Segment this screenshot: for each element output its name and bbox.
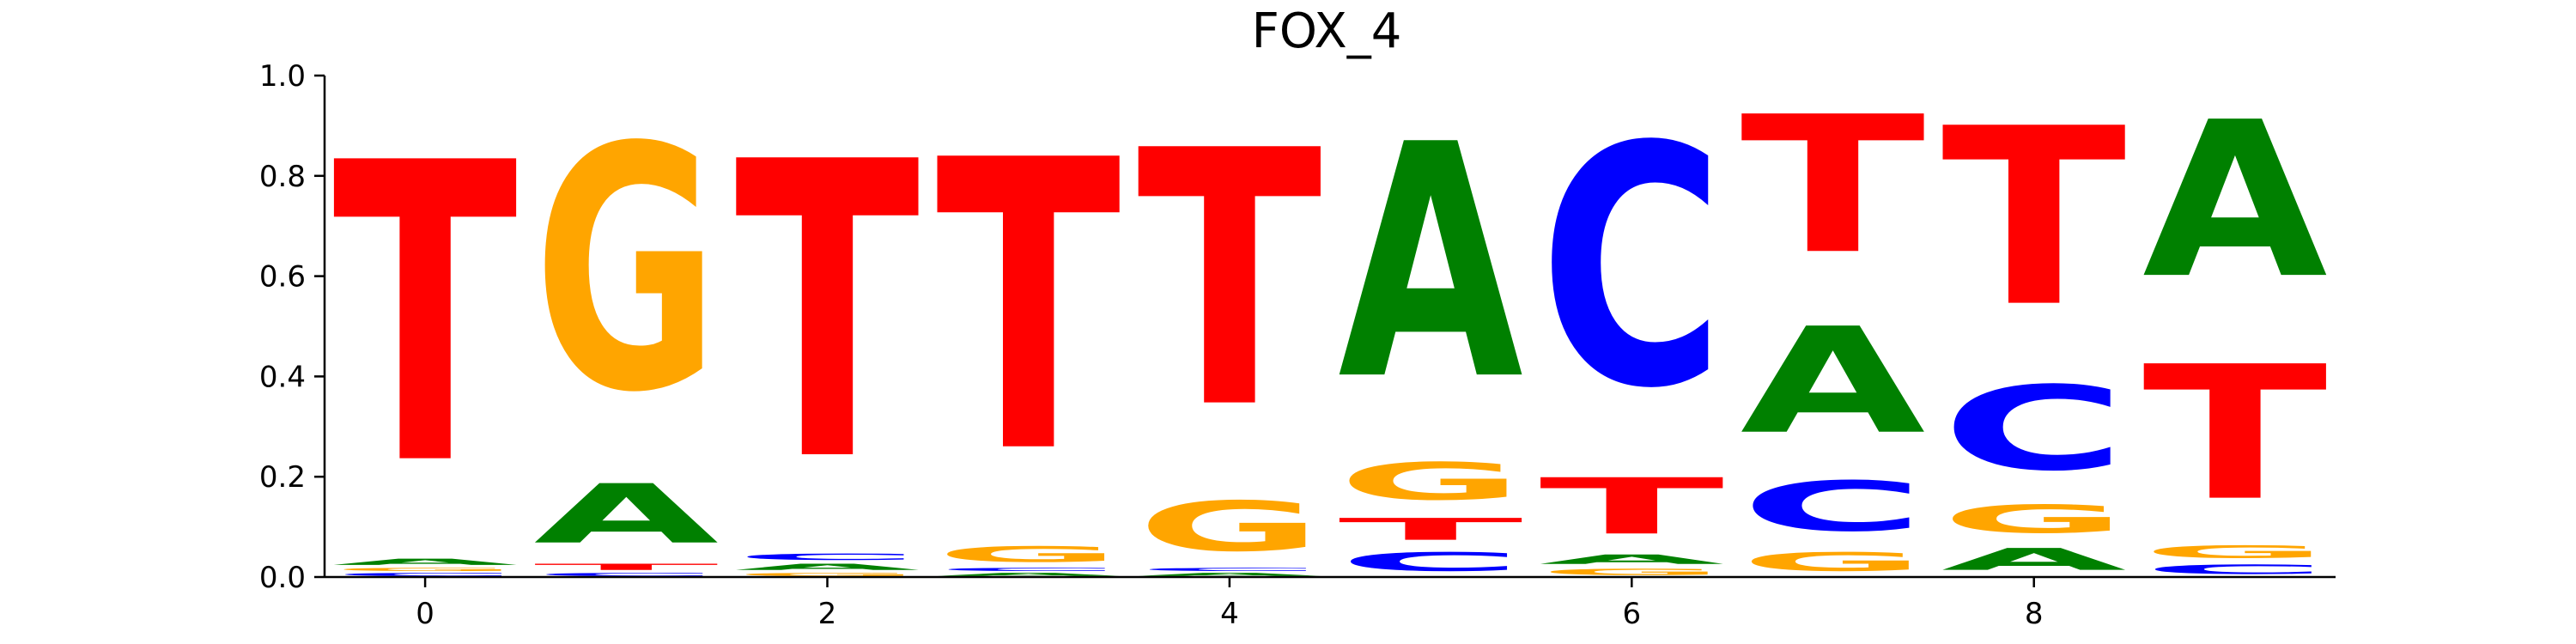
y-tick-label: 0.6 bbox=[259, 260, 306, 295]
logo-letter-G-pos-4: G bbox=[1137, 487, 1321, 567]
logo-letter-C-pos-5: C bbox=[1338, 547, 1522, 577]
logo-letter-C-pos-1: C bbox=[534, 572, 719, 577]
logo-letter-T-pos-8: T bbox=[1941, 76, 2128, 361]
logo-letter-A-pos-9: A bbox=[2142, 77, 2329, 326]
logo-letter-A-pos-6: A bbox=[1540, 552, 1724, 567]
logo-letter-A-pos-7: A bbox=[1741, 297, 1925, 466]
logo-letter-C-pos-6: C bbox=[1540, 76, 1724, 460]
logo-letter-G-pos-5: G bbox=[1338, 452, 1522, 512]
x-ticks: 0 2 4 6 8 bbox=[416, 577, 2044, 631]
y-tick-label: 0.4 bbox=[259, 360, 306, 394]
logo-letter-A-pos-8: A bbox=[1941, 542, 2126, 577]
logo-letter-T-pos-7: T bbox=[1741, 77, 1927, 296]
x-tick-label: 4 bbox=[1220, 597, 1239, 631]
axes bbox=[323, 76, 2336, 579]
x-tick-label: 8 bbox=[2025, 597, 2044, 631]
logo-letter-C-pos-0: C bbox=[332, 572, 517, 577]
logo-letter-A-pos-0: A bbox=[332, 557, 517, 568]
logo-letter-G-pos-2: G bbox=[735, 572, 920, 577]
logo-letter-A-pos-4: A bbox=[1137, 572, 1321, 577]
logo-letter-T-pos-3: T bbox=[936, 76, 1122, 540]
logo-letter-T-pos-9: T bbox=[2142, 326, 2329, 541]
logo-letter-A-pos-5: A bbox=[1338, 76, 1524, 451]
logo-letter-T-pos-2: T bbox=[735, 77, 921, 551]
logo-letter-A-pos-2: A bbox=[735, 562, 920, 573]
chart-title: FOX_4 bbox=[1252, 3, 1402, 59]
logo-letter-C-pos-8: C bbox=[1941, 361, 2126, 496]
x-tick-label: 0 bbox=[416, 597, 434, 631]
logo-letter-C-pos-2: C bbox=[735, 552, 920, 562]
logo-letter-C-pos-4: C bbox=[1137, 567, 1321, 572]
logo-letter-G-pos-8: G bbox=[1941, 497, 2126, 542]
logo-letter-A-pos-1: A bbox=[534, 467, 719, 562]
logo-letter-G-pos-7: G bbox=[1741, 547, 1925, 577]
y-ticks: 0.0 0.2 0.4 0.6 0.8 1.0 bbox=[259, 59, 325, 595]
y-tick-label: 0.2 bbox=[259, 460, 306, 495]
logo-letter-C-pos-7: C bbox=[1741, 467, 1925, 547]
logo-letter-G-pos-6: G bbox=[1540, 567, 1724, 577]
logo-letter-T-pos-5: T bbox=[1338, 512, 1522, 547]
logo-letter-T-pos-6: T bbox=[1540, 462, 1724, 552]
x-tick-label: 6 bbox=[1622, 597, 1641, 631]
logo-letter-T-pos-0: T bbox=[332, 76, 519, 556]
logo-letter-C-pos-9: C bbox=[2142, 562, 2327, 577]
y-tick-label: 0.8 bbox=[259, 160, 306, 194]
x-tick-label: 2 bbox=[818, 597, 837, 631]
logo-letter-G-pos-1: G bbox=[534, 77, 719, 466]
logo-letter-T-pos-1: T bbox=[534, 562, 719, 573]
logo-letter-C-pos-3: C bbox=[936, 567, 1121, 572]
logo-letter-G-pos-9: G bbox=[2142, 542, 2327, 562]
logo-letter-T-pos-4: T bbox=[1137, 77, 1323, 486]
y-tick-label: 1.0 bbox=[259, 59, 306, 94]
logo-letter-G-pos-3: G bbox=[936, 542, 1121, 567]
logo-letter-G-pos-0: G bbox=[332, 567, 517, 572]
logo-letter-A-pos-3: A bbox=[936, 572, 1121, 577]
y-tick-label: 0.0 bbox=[259, 561, 306, 595]
